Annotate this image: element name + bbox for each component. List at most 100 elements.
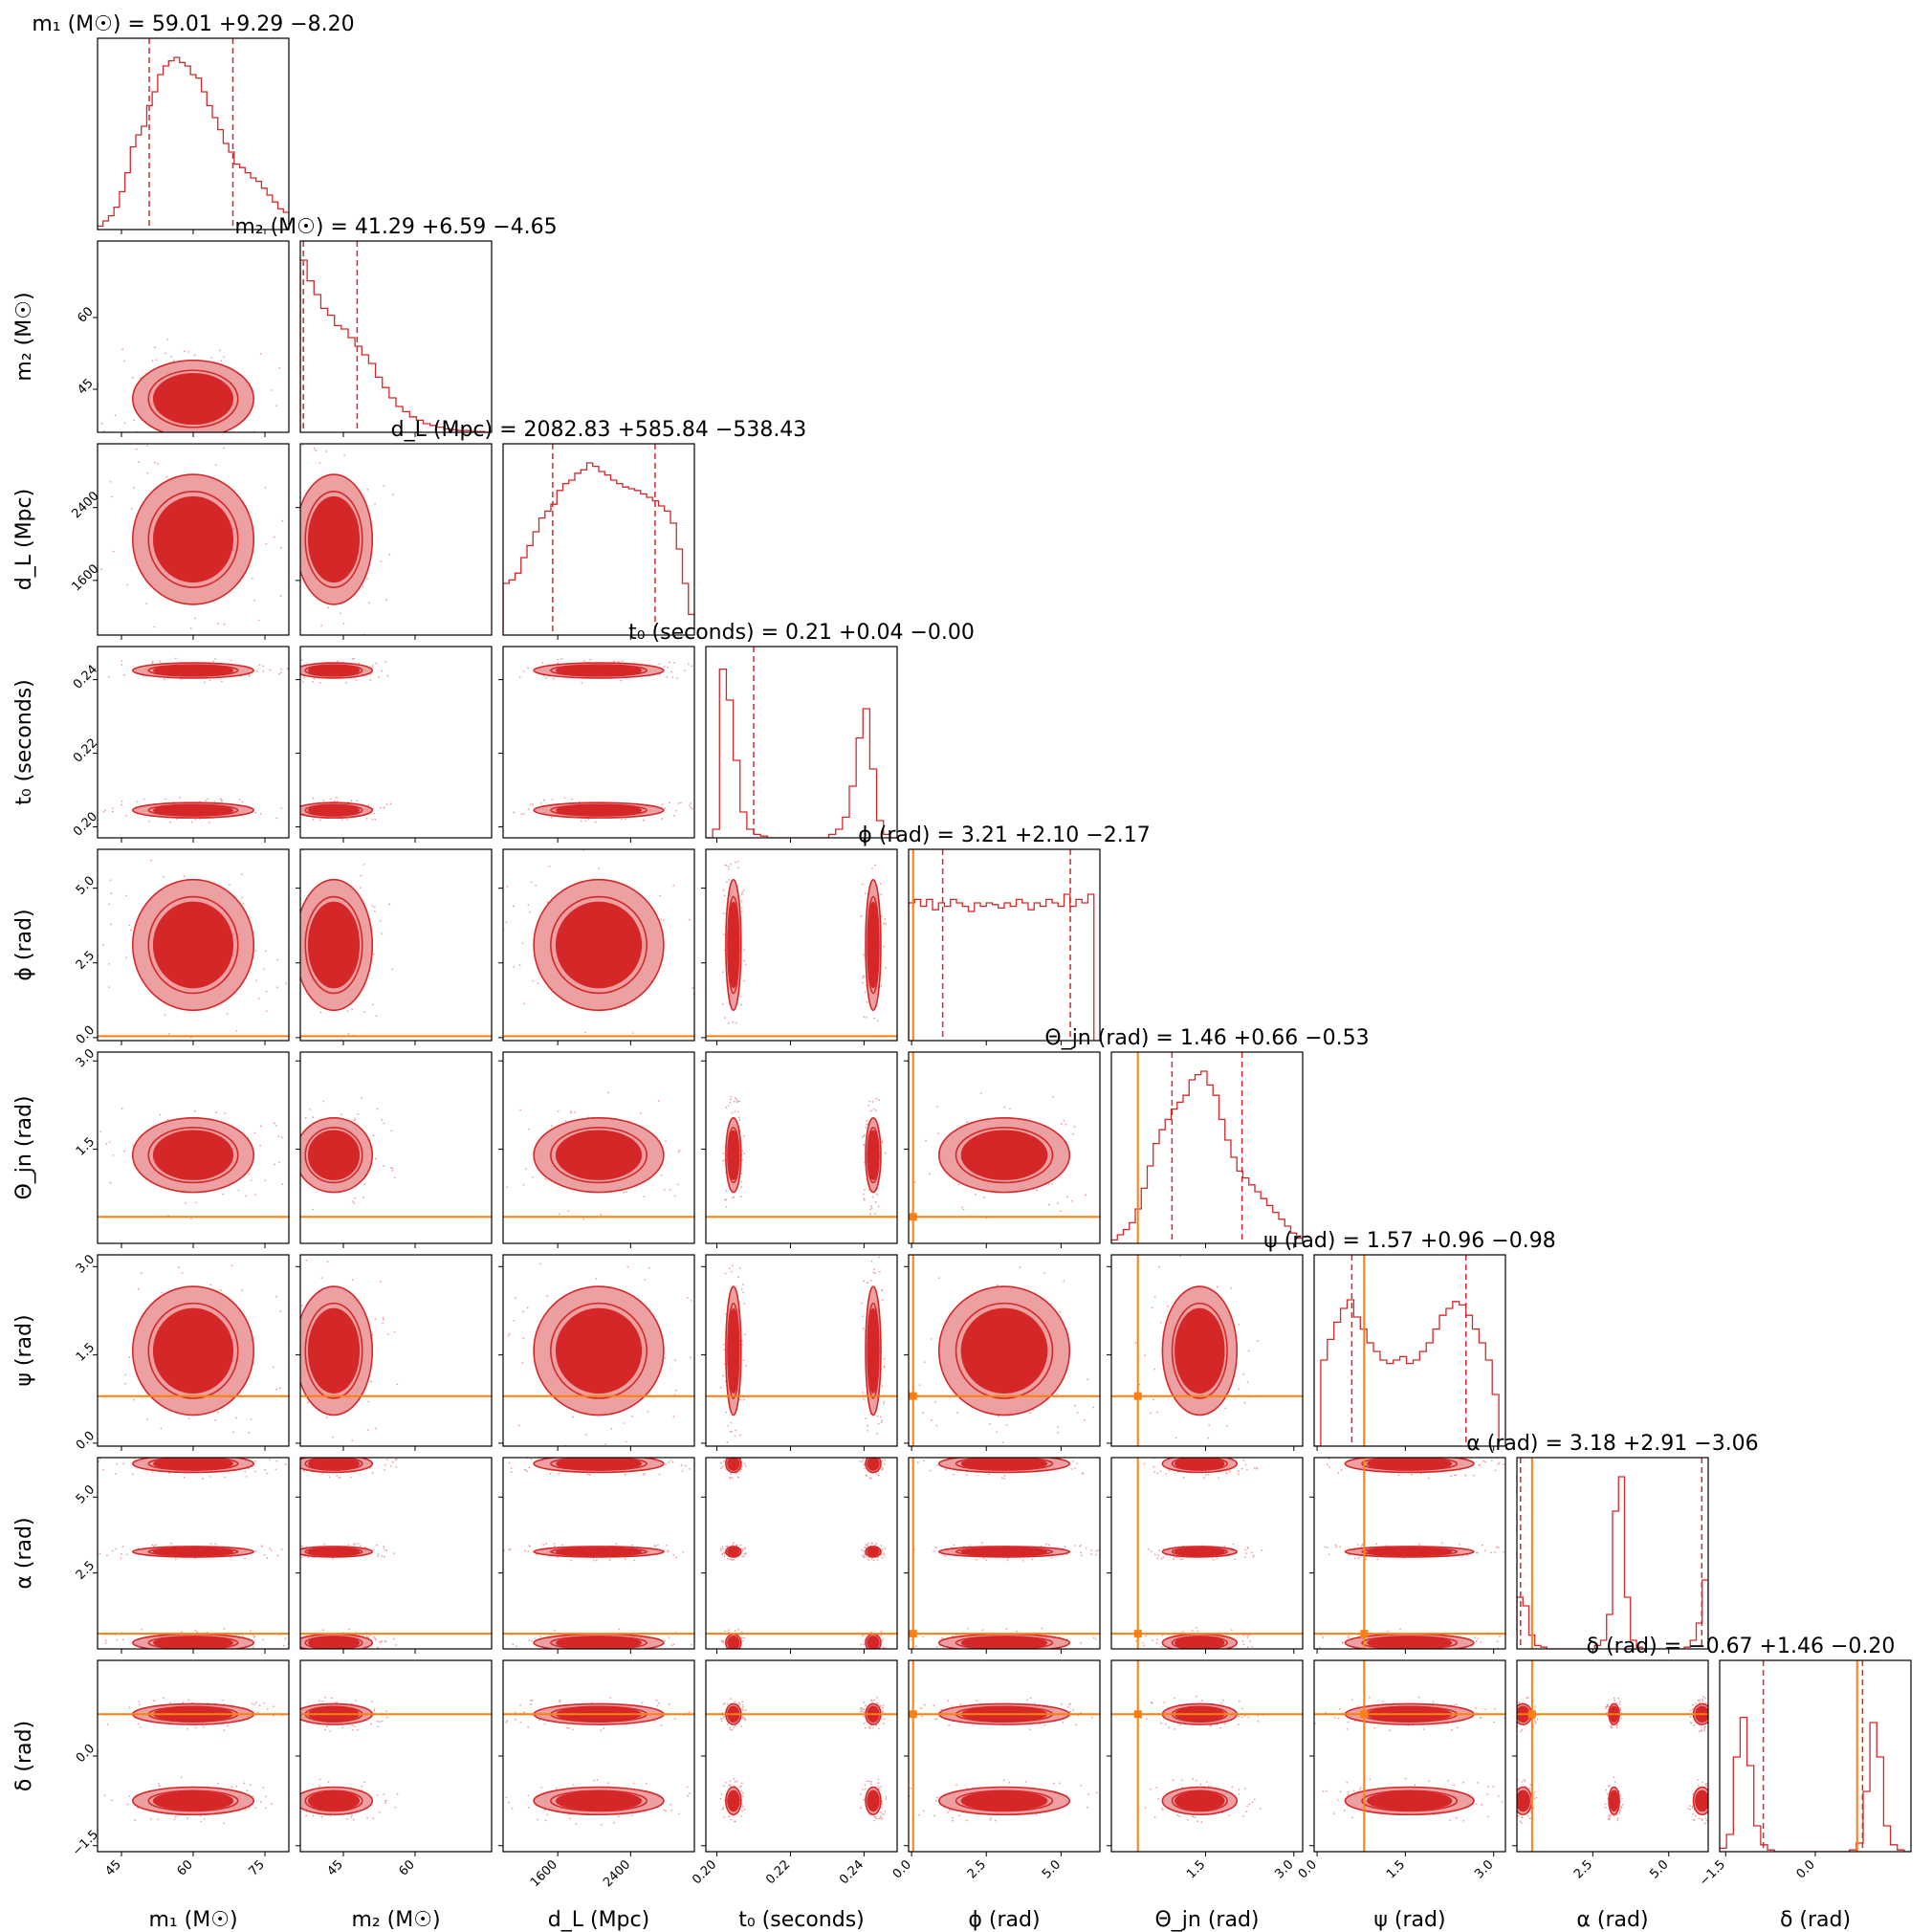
sample-point xyxy=(689,1792,691,1794)
contour-mid xyxy=(550,895,648,995)
sample-point xyxy=(1341,1641,1344,1643)
sample-point xyxy=(981,1629,984,1632)
sample-point xyxy=(1524,1780,1526,1783)
sample-point xyxy=(180,678,183,681)
sample-point xyxy=(987,1473,990,1476)
sample-point xyxy=(1024,1780,1027,1783)
sample-point xyxy=(1182,1630,1185,1633)
sample-point xyxy=(273,1714,274,1717)
sample-point xyxy=(604,1443,607,1445)
sample-point xyxy=(141,1628,143,1631)
sample-point xyxy=(1509,1714,1511,1716)
sample-point xyxy=(124,1382,126,1385)
sample-point xyxy=(883,1357,886,1360)
sample-point xyxy=(383,1649,384,1651)
contour-inner xyxy=(307,1548,361,1556)
sample-point xyxy=(672,1643,675,1646)
sample-point xyxy=(1711,1706,1713,1708)
sample-point xyxy=(1620,1797,1623,1800)
sample-point xyxy=(1486,1792,1489,1795)
sample-point xyxy=(863,1643,866,1646)
sample-point xyxy=(884,1548,887,1549)
sample-point xyxy=(1348,1790,1350,1793)
sample-point xyxy=(982,1557,985,1560)
sample-point xyxy=(937,1277,940,1280)
sample-point xyxy=(544,1819,547,1822)
sample-point xyxy=(125,1553,128,1556)
sample-point xyxy=(1207,1437,1210,1439)
sample-point xyxy=(1351,1816,1354,1819)
sample-point xyxy=(1003,1475,1006,1477)
sample-point xyxy=(731,1264,734,1267)
sample-point xyxy=(730,1095,733,1098)
sample-point xyxy=(157,462,160,465)
contour-inner xyxy=(727,1130,739,1180)
sample-point xyxy=(1694,1814,1697,1817)
sample-point xyxy=(497,1306,499,1307)
sample-point xyxy=(1507,1469,1509,1471)
sample-point xyxy=(138,1700,141,1702)
sample-point xyxy=(1521,1780,1524,1783)
sample-point xyxy=(321,1472,324,1475)
sample-point xyxy=(1451,1652,1453,1654)
sample-point xyxy=(312,1208,314,1211)
sample-point xyxy=(253,1131,256,1134)
sample-point xyxy=(730,1818,733,1821)
sample-point xyxy=(740,900,743,903)
sample-point xyxy=(254,1701,257,1704)
sample-point xyxy=(877,1786,880,1789)
sample-point xyxy=(741,1549,744,1552)
sample-point xyxy=(879,883,882,886)
sample-point xyxy=(1375,1543,1377,1546)
sample-point xyxy=(1155,1650,1157,1652)
sample-point xyxy=(1071,1460,1074,1462)
sample-point xyxy=(595,1278,598,1281)
sample-point xyxy=(1520,1730,1522,1733)
panel-frame xyxy=(502,646,695,839)
sample-point xyxy=(131,377,134,379)
sample-point xyxy=(873,1699,875,1701)
sample-point xyxy=(594,821,597,823)
sample-point xyxy=(885,966,887,969)
sample-point xyxy=(537,982,539,985)
sample-point xyxy=(526,1306,529,1309)
sample-point xyxy=(1061,1702,1064,1705)
sample-point xyxy=(665,1463,667,1466)
sample-point xyxy=(864,1467,866,1470)
sample-point xyxy=(136,801,139,803)
sample-point xyxy=(1253,1467,1256,1469)
sample-point xyxy=(385,1710,387,1713)
sample-point xyxy=(380,1280,383,1283)
panel-t0-psi xyxy=(706,1255,897,1443)
sample-point xyxy=(295,1645,296,1647)
sample-point xyxy=(1529,1784,1532,1786)
contour-inner xyxy=(152,1636,234,1649)
contour-inner xyxy=(555,1130,643,1180)
sample-point xyxy=(1397,1474,1400,1477)
sample-point xyxy=(305,1814,308,1817)
sample-point xyxy=(867,1651,868,1653)
sample-point xyxy=(501,815,503,817)
sample-point xyxy=(143,798,145,801)
sample-point xyxy=(871,1196,874,1198)
sample-point xyxy=(214,464,217,466)
sample-point xyxy=(863,1549,866,1552)
sample-point xyxy=(362,863,365,866)
x-label-phi: ϕ (rad) xyxy=(968,1908,1040,1932)
sample-point xyxy=(326,1261,329,1263)
sample-point xyxy=(329,798,332,801)
sample-point xyxy=(975,1194,977,1196)
sample-point xyxy=(275,817,278,820)
sample-point xyxy=(216,456,218,458)
sample-point xyxy=(189,627,192,629)
sample-point xyxy=(257,998,260,1000)
sample-point xyxy=(1101,1807,1103,1809)
sample-point xyxy=(319,428,321,430)
sample-point xyxy=(564,1120,567,1123)
sample-point xyxy=(263,1553,266,1556)
sample-point xyxy=(632,1782,635,1785)
sample-point xyxy=(961,1206,963,1209)
sample-point xyxy=(105,1639,107,1642)
title-t0: t₀ (seconds) = 0.21 +0.04 −0.00 xyxy=(628,621,975,645)
sample-point xyxy=(863,1280,866,1283)
